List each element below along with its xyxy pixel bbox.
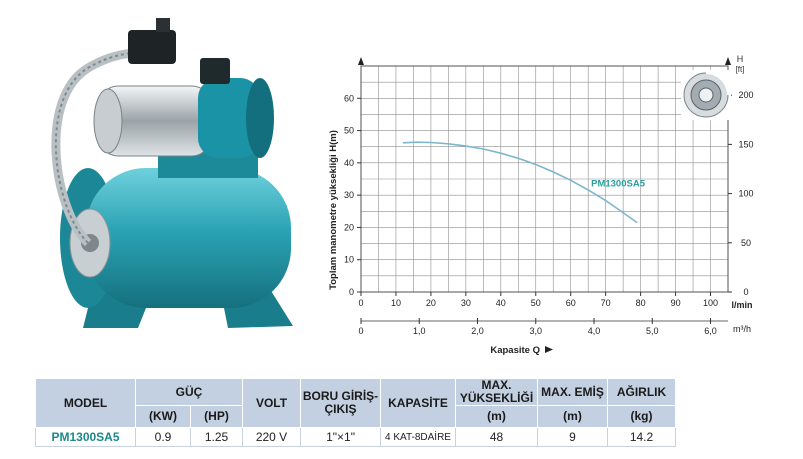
header-max-head: MAX. YÜKSEKLİĞİ	[455, 378, 539, 406]
x-tick-label-lmin: 20	[426, 298, 436, 308]
x-tick-label-lmin: 50	[531, 298, 541, 308]
cell-kw: 0.9	[135, 427, 191, 447]
cell-model: PM1300SA5	[35, 427, 136, 447]
x-tick-label-lmin: 90	[671, 298, 681, 308]
x-tick-label-lmin: 40	[496, 298, 506, 308]
x-tick-label-lmin: 30	[461, 298, 471, 308]
header-pipe: BORU GİRİŞ-ÇIKIŞ	[300, 378, 382, 428]
pressure-tank	[86, 168, 291, 308]
right-axis-unit: [ft]	[736, 65, 745, 74]
x-axis-arrow-icon	[545, 346, 553, 353]
x-tick-label-m3h: 3,0	[530, 326, 543, 336]
x-tick-label-m3h: 0	[358, 326, 363, 336]
performance-chart: 0 10 20 30 40 50 60 0 10 20 30 40 50 60 70 80 90 100 0 1,0 2…	[328, 54, 754, 356]
pressure-switch	[128, 30, 176, 64]
series-line-pm1300sa5	[402, 141, 638, 224]
header-max-suction-unit: (m)	[537, 405, 609, 428]
x-tick-label-m3h: 6,0	[704, 326, 717, 336]
chart-grid	[360, 65, 729, 293]
cell-volt: 220 V	[242, 427, 302, 447]
header-power-hp: (HP)	[189, 405, 244, 428]
header-power: GÜÇ	[134, 378, 244, 406]
x-tick-label-lmin: 0	[358, 298, 363, 308]
motor	[198, 78, 260, 158]
y-tick-label: 30	[344, 190, 354, 200]
right-tick-label: 0	[743, 287, 748, 297]
right-tick-label: 150	[738, 139, 753, 149]
x-tick-label-m3h: 5,0	[646, 326, 659, 336]
right-tick-label: 50	[741, 238, 751, 248]
y-tick-label: 20	[344, 222, 354, 232]
cell-hp: 1.25	[189, 427, 244, 447]
x-unit-m3h: m³/h	[733, 324, 751, 334]
cell-weight: 14.2	[607, 427, 677, 447]
header-capacity: KAPASİTE	[380, 378, 457, 428]
y-tick-label: 60	[344, 93, 354, 103]
header-model: MODEL	[35, 378, 136, 428]
y-tick-label: 10	[344, 255, 354, 265]
x-tick-label-lmin: 80	[636, 298, 646, 308]
header-weight: AĞIRLIK	[607, 378, 677, 406]
x-tick-label-m3h: 1,0	[413, 326, 426, 336]
x-tick-label-lmin: 10	[391, 298, 401, 308]
header-max-head-unit: (m)	[455, 405, 539, 428]
x-tick-label-m3h: 4,0	[588, 326, 601, 336]
table-row: PM1300SA5 0.9 1.25 220 V 1"×1" 4 KAT-8DA…	[35, 427, 677, 447]
right-axis-title: H	[737, 54, 744, 64]
water-pump-with-pressure-tank-image	[51, 18, 293, 328]
y-tick-label: 0	[349, 287, 354, 297]
x-tick-label-m3h: 2,0	[471, 326, 484, 336]
x-tick-label-lmin: 70	[601, 298, 611, 308]
cell-max-suction: 9	[537, 427, 609, 447]
series-label-pm1300sa5: PM1300SA5	[591, 179, 646, 190]
chart-axes: 0 10 20 30 40 50 60 0 10 20 30 40 50 60 70 80 90 100 0 1,0 2…	[344, 57, 754, 336]
right-axis-arrow-icon	[725, 57, 731, 65]
header-volt: VOLT	[242, 378, 302, 428]
y-tick-label: 40	[344, 158, 354, 168]
y-axis-arrow-icon	[358, 57, 364, 65]
x-unit-lmin: l/min	[731, 300, 752, 310]
specification-table: MODEL GÜÇ VOLT BORU GİRİŞ-ÇIKIŞ KAPASİTE…	[35, 378, 677, 447]
x-tick-label-lmin: 60	[566, 298, 576, 308]
y-axis-title: Toplam manometre yüksekliği H(m)	[328, 130, 339, 290]
impeller-icon	[681, 70, 731, 120]
x-tick-label-lmin: 100	[703, 298, 718, 308]
cell-pipe: 1"×1"	[300, 427, 382, 447]
cell-max-head: 48	[455, 427, 539, 447]
x-axis-title: Kapasite Q	[490, 345, 540, 356]
header-power-kw: (KW)	[135, 405, 191, 428]
y-tick-label: 50	[344, 126, 354, 136]
cell-capacity: 4 KAT-8DAİRE	[380, 427, 457, 447]
header-max-suction: MAX. EMİŞ	[537, 378, 609, 406]
right-tick-label: 200	[738, 90, 753, 100]
right-tick-label: 100	[738, 189, 753, 199]
header-weight-unit: (kg)	[607, 405, 677, 428]
plot-frame	[360, 65, 729, 293]
chart-series: PM1300SA5	[402, 141, 646, 224]
